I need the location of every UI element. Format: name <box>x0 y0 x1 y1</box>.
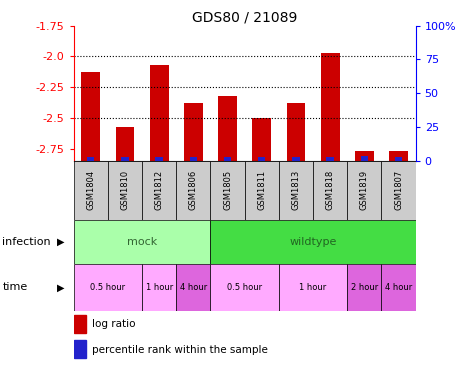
Text: GSM1819: GSM1819 <box>360 170 369 210</box>
Bar <box>121 157 129 161</box>
Bar <box>142 161 176 220</box>
Bar <box>210 220 416 264</box>
Bar <box>321 53 340 161</box>
Bar <box>313 161 347 220</box>
Bar <box>74 340 86 358</box>
Bar <box>279 264 347 311</box>
Bar <box>115 127 134 161</box>
Bar <box>184 103 203 161</box>
Bar <box>355 151 374 161</box>
Text: log ratio: log ratio <box>93 319 136 329</box>
Bar <box>224 157 231 161</box>
Bar <box>326 157 334 161</box>
Bar <box>176 161 210 220</box>
Bar <box>176 264 210 311</box>
Bar <box>279 161 313 220</box>
Bar <box>395 157 402 161</box>
Text: GSM1812: GSM1812 <box>155 170 163 210</box>
Bar <box>74 161 108 220</box>
Text: wildtype: wildtype <box>289 236 337 247</box>
Bar <box>381 161 416 220</box>
Bar <box>258 157 266 161</box>
Bar <box>389 151 408 161</box>
Text: mock: mock <box>127 236 157 247</box>
Text: GSM1804: GSM1804 <box>86 170 95 210</box>
Bar <box>361 156 368 161</box>
Text: GSM1818: GSM1818 <box>326 170 334 210</box>
Bar <box>155 157 163 161</box>
Bar <box>87 157 95 161</box>
Text: 0.5 hour: 0.5 hour <box>90 283 125 292</box>
Text: 4 hour: 4 hour <box>385 283 412 292</box>
Bar <box>218 96 237 161</box>
Text: GSM1806: GSM1806 <box>189 170 198 210</box>
Text: percentile rank within the sample: percentile rank within the sample <box>93 344 268 355</box>
Text: GSM1807: GSM1807 <box>394 170 403 210</box>
Text: 0.5 hour: 0.5 hour <box>227 283 262 292</box>
Bar <box>190 157 197 161</box>
Text: GSM1810: GSM1810 <box>121 170 129 210</box>
Text: 1 hour: 1 hour <box>145 283 173 292</box>
Text: GSM1805: GSM1805 <box>223 170 232 210</box>
Text: GSM1813: GSM1813 <box>292 170 300 210</box>
Bar <box>292 157 300 161</box>
Text: ▶: ▶ <box>57 282 65 292</box>
Text: infection: infection <box>2 236 51 247</box>
Text: 4 hour: 4 hour <box>180 283 207 292</box>
Bar <box>381 264 416 311</box>
Text: GSM1811: GSM1811 <box>257 170 266 210</box>
Bar <box>286 103 305 161</box>
Text: ▶: ▶ <box>57 236 65 247</box>
Bar <box>108 161 142 220</box>
Bar <box>150 65 169 161</box>
Bar <box>74 220 210 264</box>
Bar <box>245 161 279 220</box>
Bar <box>142 264 176 311</box>
Bar <box>74 315 86 333</box>
Bar <box>81 72 100 161</box>
Text: 1 hour: 1 hour <box>299 283 327 292</box>
Bar <box>347 264 381 311</box>
Bar <box>210 161 245 220</box>
Bar <box>347 161 381 220</box>
Bar <box>252 118 271 161</box>
Bar <box>210 264 279 311</box>
Text: 2 hour: 2 hour <box>351 283 378 292</box>
Bar <box>74 264 142 311</box>
Text: time: time <box>2 282 28 292</box>
Title: GDS80 / 21089: GDS80 / 21089 <box>192 11 297 25</box>
